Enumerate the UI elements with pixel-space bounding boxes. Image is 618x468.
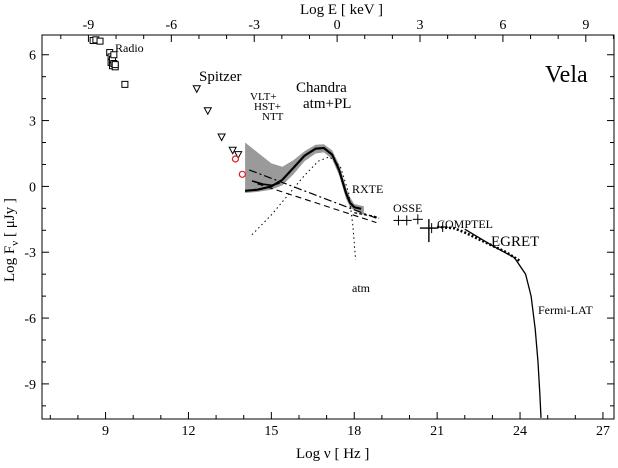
chandra-label: Chandra bbox=[296, 80, 347, 96]
ntt-label: NTT bbox=[262, 111, 284, 123]
top-tick-label: 3 bbox=[417, 18, 424, 33]
top-tick-label: -6 bbox=[165, 18, 177, 33]
fermi-label: Fermi-LAT bbox=[538, 303, 593, 317]
y-tick-label: 3 bbox=[29, 115, 36, 130]
y-axis-title-group: Log Fν [ μJy ] bbox=[2, 198, 21, 282]
y-axis-title: Log Fν [ μJy ] bbox=[2, 198, 21, 282]
plot-frame bbox=[41, 34, 615, 420]
curve-layer bbox=[245, 146, 542, 418]
x-tick-label: 21 bbox=[430, 424, 444, 439]
comptel-data-point bbox=[437, 222, 448, 232]
y-tick-label: 0 bbox=[29, 180, 36, 195]
chandra-uncertainty-band bbox=[245, 142, 364, 215]
power-law-upper-line bbox=[248, 169, 377, 219]
optical-data-point bbox=[238, 170, 246, 178]
x-tick-label: 15 bbox=[264, 424, 278, 439]
rxte-spectrum-curve bbox=[354, 212, 380, 219]
spitzer-label: Spitzer bbox=[199, 69, 242, 85]
radio-data-point bbox=[110, 51, 118, 59]
x-tick-label: 27 bbox=[596, 424, 610, 439]
x-tick-label: 9 bbox=[102, 424, 109, 439]
radio-data-point bbox=[121, 80, 129, 88]
atm-curve-label: atm bbox=[352, 281, 371, 295]
top-tick-label: -3 bbox=[248, 18, 260, 33]
y-tick-label: 6 bbox=[29, 49, 36, 64]
top-tick-label: 9 bbox=[582, 18, 589, 33]
vlt-label: VLT+ bbox=[250, 91, 277, 103]
marker-layer bbox=[89, 36, 448, 243]
top-tick-label: -9 bbox=[83, 18, 95, 33]
x-tick-label: 12 bbox=[181, 424, 195, 439]
hst-label: HST+ bbox=[254, 101, 281, 113]
atm-pl-label: atm+PL bbox=[303, 96, 351, 112]
spitzer-data-point bbox=[203, 107, 213, 116]
uncertainty-band-layer bbox=[245, 142, 364, 215]
y-tick-label: -9 bbox=[24, 378, 36, 393]
y-tick-label: -6 bbox=[24, 312, 36, 327]
spitzer-data-point bbox=[192, 85, 202, 94]
osse-data-point bbox=[412, 214, 423, 225]
spitzer-data-point bbox=[228, 146, 238, 155]
egret-spectrum-curve bbox=[437, 225, 521, 263]
top-axis-title: Log E [ keV ] bbox=[300, 2, 383, 18]
fermi-lat-curve bbox=[464, 228, 542, 418]
optical-data-point bbox=[231, 155, 240, 163]
radio-label: Radio bbox=[115, 41, 144, 55]
top-tick-label: 6 bbox=[499, 18, 506, 33]
y-tick-label: -3 bbox=[24, 246, 36, 261]
power-law-lower-line bbox=[257, 183, 377, 224]
osse-data-point bbox=[401, 215, 412, 226]
optical-spectrum-curve bbox=[251, 180, 280, 187]
x-axis-title: Log ν [ Hz ] bbox=[296, 446, 369, 462]
comptel-label: COMPTEL bbox=[437, 217, 493, 231]
chart-title: Vela bbox=[545, 62, 588, 88]
radio-data-point bbox=[111, 61, 119, 69]
egret-label: EGRET bbox=[491, 234, 539, 250]
x-tick-label: 18 bbox=[347, 424, 361, 439]
spitzer-data-point bbox=[217, 133, 226, 142]
rxte-label: RXTE bbox=[352, 182, 383, 196]
tick-layer: 9 12 15 18 21 24 27 -9 -6 -3 0 3 6 9 6 3 0 -3 -6 -9 bbox=[24, 18, 614, 439]
radio-data-point bbox=[96, 37, 104, 45]
spitzer-data-point bbox=[233, 151, 243, 160]
top-tick-label: 0 bbox=[334, 18, 341, 33]
osse-label: OSSE bbox=[393, 201, 422, 215]
x-tick-label: 24 bbox=[513, 424, 527, 439]
atm-model-curve bbox=[251, 156, 357, 260]
